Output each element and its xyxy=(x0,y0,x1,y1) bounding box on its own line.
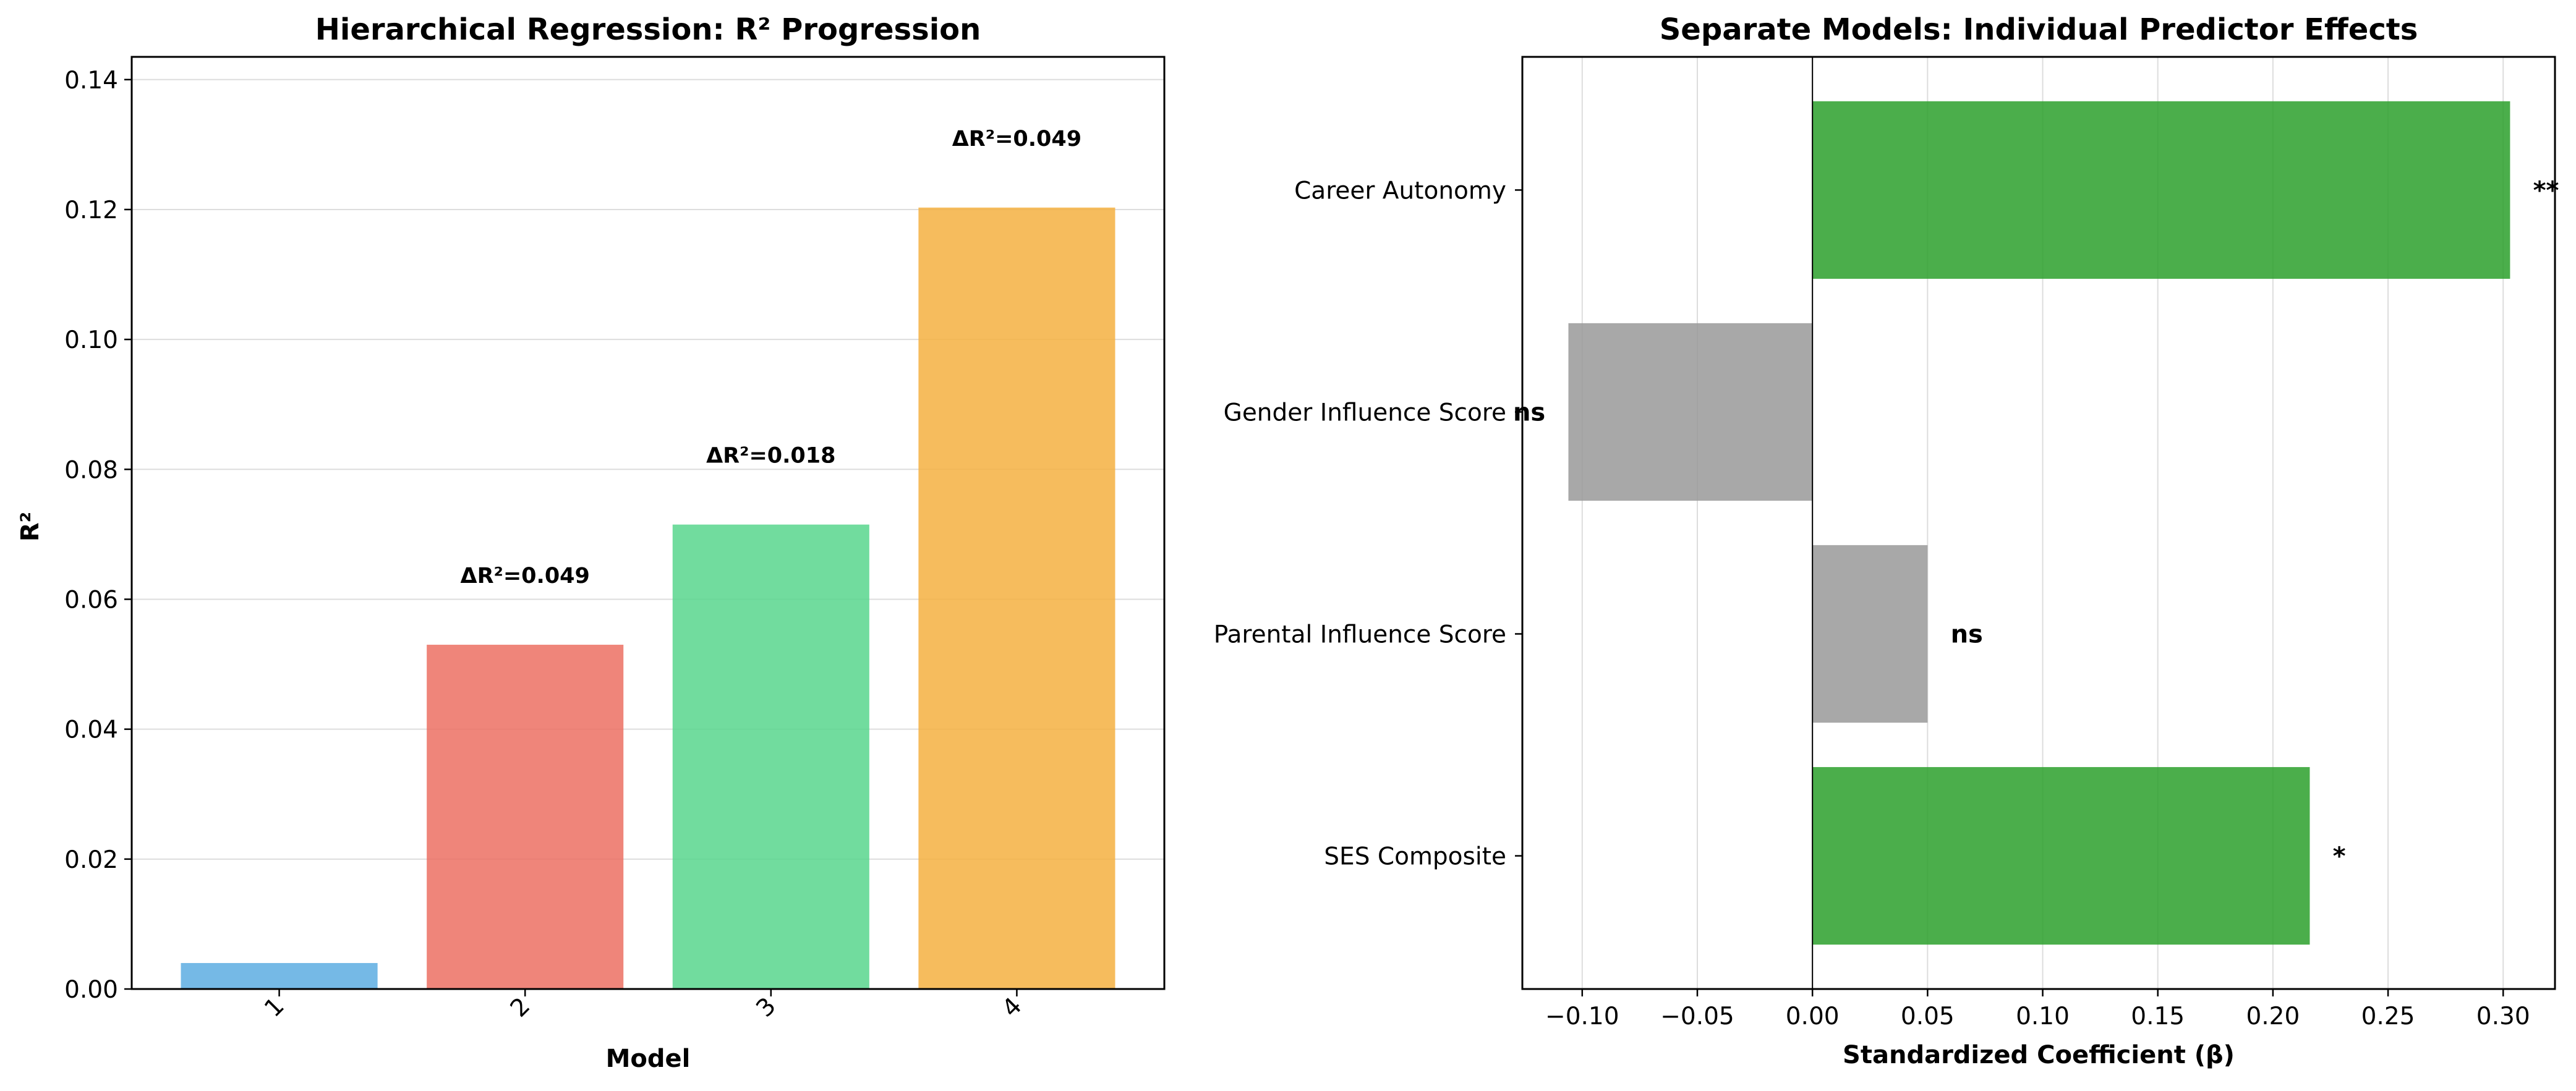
left-y-ticks: 0.00 0.02 0.04 0.06 0.08 0.10 0.12 0.14 xyxy=(64,67,132,1004)
left-y-tick-label: 0.00 xyxy=(64,976,118,1004)
left-x-ticks: 1 2 3 4 xyxy=(259,989,1027,1023)
coef-bar xyxy=(1812,766,2310,945)
left-y-tick-label: 0.14 xyxy=(64,67,118,95)
left-x-axis-label: Model xyxy=(606,1045,691,1073)
left-y-tick-label: 0.08 xyxy=(64,456,118,484)
right-x-tick-label: 0.30 xyxy=(2476,1003,2530,1030)
right-x-tick-label: 0.05 xyxy=(1901,1003,1955,1030)
left-bars xyxy=(181,207,1115,989)
right-x-tick-label: 0.10 xyxy=(2016,1003,2070,1030)
left-plot-frame xyxy=(130,56,1166,990)
left-x-tick-label: 1 xyxy=(259,992,289,1022)
r2-progression-chart: Hierarchical Regression: R² Progression … xyxy=(16,12,1166,1073)
right-y-tick-label: Gender Influence Score xyxy=(1224,399,1506,427)
bar-model-2 xyxy=(427,645,624,989)
right-x-tick-label: 0.15 xyxy=(2131,1003,2185,1030)
significance-label: * xyxy=(2333,843,2346,871)
right-y-tick-label: Career Autonomy xyxy=(1294,177,1506,205)
bar-model-4 xyxy=(918,207,1115,989)
coef-bar xyxy=(1812,545,1928,723)
bar-model-1 xyxy=(181,962,378,989)
bar-model-3 xyxy=(672,524,869,989)
left-x-tick-label: 4 xyxy=(997,992,1027,1022)
left-y-tick-label: 0.06 xyxy=(64,586,118,614)
left-y-tick-label: 0.10 xyxy=(64,326,118,354)
right-x-tick-label: −0.05 xyxy=(1660,1003,1734,1030)
left-y-tick-label: 0.04 xyxy=(64,716,118,744)
right-bars xyxy=(1568,101,2510,945)
right-x-tick-label: 0.00 xyxy=(1786,1003,1840,1030)
left-x-tick-label: 3 xyxy=(751,992,782,1022)
coef-bar xyxy=(1812,101,2510,279)
left-chart-title: Hierarchical Regression: R² Progression xyxy=(315,12,981,47)
right-plot-frame xyxy=(1521,56,2556,990)
right-chart-title: Separate Models: Individual Predictor Ef… xyxy=(1660,12,2418,47)
delta-r2-label: ΔR²=0.049 xyxy=(952,127,1081,151)
right-x-axis-label: Standardized Coefficient (β) xyxy=(1843,1041,2235,1069)
left-y-tick-label: 0.12 xyxy=(64,197,118,224)
right-y-tick-label: Parental Influence Score xyxy=(1214,621,1506,649)
left-y-axis-label: R² xyxy=(16,512,45,541)
left-x-tick-label: 2 xyxy=(505,992,535,1022)
right-x-tick-label: 0.20 xyxy=(2246,1003,2300,1030)
left-delta-annotations: ΔR²=0.049 ΔR²=0.018 ΔR²=0.049 xyxy=(460,127,1081,588)
predictor-effects-chart: Separate Models: Individual Predictor Ef… xyxy=(1214,12,2559,1069)
significance-label: ns xyxy=(1951,621,1983,649)
left-y-tick-label: 0.02 xyxy=(64,846,118,874)
right-y-tick-label: SES Composite xyxy=(1324,843,1506,871)
coef-bar xyxy=(1568,323,1813,501)
right-x-tick-label: 0.25 xyxy=(2361,1003,2415,1030)
delta-r2-label: ΔR²=0.018 xyxy=(706,444,835,469)
delta-r2-label: ΔR²=0.049 xyxy=(460,564,589,588)
left-gridlines xyxy=(132,79,1164,990)
right-x-tick-label: −0.10 xyxy=(1545,1003,1619,1030)
right-y-ticks: Career Autonomy Gender Influence Score Par… xyxy=(1214,177,1522,871)
right-x-ticks: −0.10 −0.05 0.00 0.05 0.10 0.15 0.20 0.25 0.30 xyxy=(1545,989,2530,1030)
